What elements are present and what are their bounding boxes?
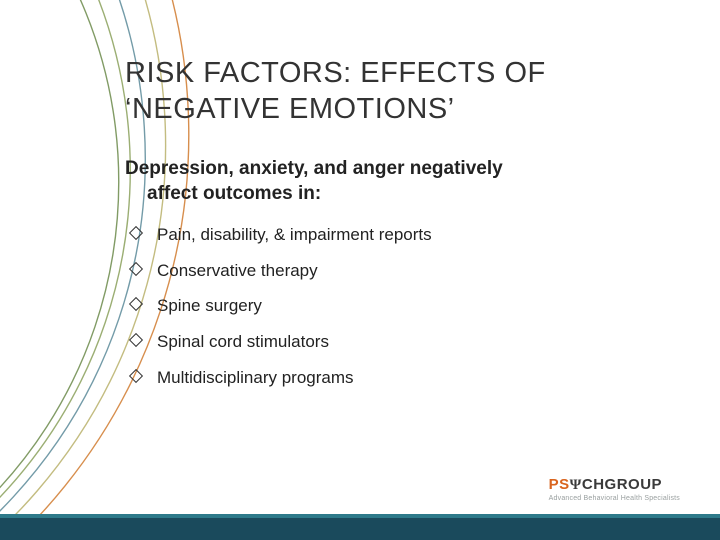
slide-subtitle: Depression, anxiety, and anger negativel… [125,156,680,207]
title-line-2: ‘NEGATIVE EMOTIONS’ [125,93,455,125]
slide-content: RISK FACTORS: EFFECTS OF ‘NEGATIVE EMOTI… [125,55,680,402]
list-item: Spinal cord stimulators [125,330,680,354]
logo-ps: PS [549,476,570,493]
bullet-text: Pain, disability, & impairment reports [157,225,432,244]
diamond-icon [129,369,143,383]
diamond-icon [129,333,143,347]
logo-tagline: Advanced Behavioral Health Specialists [549,495,680,502]
slide-title: RISK FACTORS: EFFECTS OF ‘NEGATIVE EMOTI… [125,55,680,128]
logo-ch: CHGROUP [582,476,662,493]
footer-bar [0,518,720,540]
bullet-text: Spinal cord stimulators [157,332,329,351]
bullet-text: Conservative therapy [157,261,318,280]
subtitle-line-1: Depression, anxiety, and anger negativel… [125,158,503,179]
diamond-icon [129,262,143,276]
bullet-text: Spine surgery [157,296,262,315]
bullet-text: Multidisciplinary programs [157,368,354,387]
bullet-list: Pain, disability, & impairment reports C… [125,223,680,390]
list-item: Spine surgery [125,294,680,318]
subtitle-line-2: affect outcomes in: [125,181,680,207]
list-item: Multidisciplinary programs [125,366,680,390]
list-item: Pain, disability, & impairment reports [125,223,680,247]
diamond-icon [129,226,143,240]
title-line-1: RISK FACTORS: EFFECTS OF [125,57,546,89]
diamond-icon [129,297,143,311]
list-item: Conservative therapy [125,259,680,283]
logo: PSΨCHGROUP Advanced Behavioral Health Sp… [549,476,680,502]
logo-wordmark: PSΨCHGROUP [549,476,680,494]
logo-psi: Ψ [570,477,582,493]
